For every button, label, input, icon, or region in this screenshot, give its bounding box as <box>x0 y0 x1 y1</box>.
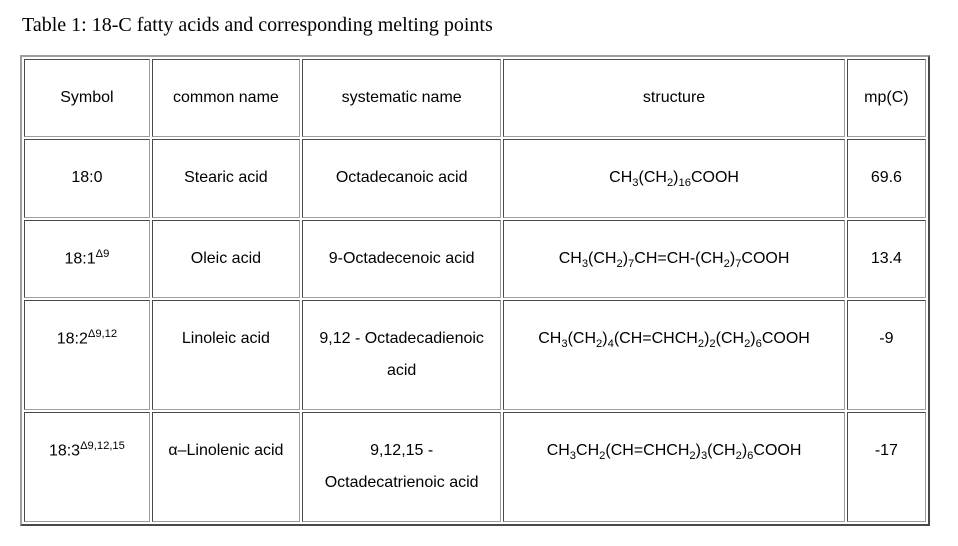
cell-mp: 69.6 <box>847 139 926 218</box>
table-row: 18:2Δ9,12 Linoleic acid 9,12 - Octadecad… <box>24 300 926 410</box>
table-row: 18:0 Stearic acid Octadecanoic acid CH3(… <box>24 139 926 218</box>
table-row: 18:1Δ9 Oleic acid 9-Octadecenoic acid CH… <box>24 220 926 299</box>
col-header-mp: mp(C) <box>847 59 926 137</box>
cell-common: Oleic acid <box>152 220 300 299</box>
table-header-row: Symbol common name systematic name struc… <box>24 59 926 137</box>
page: Table 1: 18-C fatty acids and correspond… <box>0 0 958 546</box>
cell-structure: CH3(CH2)4(CH=CHCH2)2(CH2)6COOH <box>503 300 844 410</box>
table-row: 18:3Δ9,12,15 α–Linolenic acid 9,12,15 - … <box>24 412 926 522</box>
cell-structure: CH3(CH2)7CH=CH-(CH2)7COOH <box>503 220 844 299</box>
cell-symbol: 18:2Δ9,12 <box>24 300 150 410</box>
col-header-symbol: Symbol <box>24 59 150 137</box>
cell-structure: CH3(CH2)16COOH <box>503 139 844 218</box>
col-header-common: common name <box>152 59 300 137</box>
cell-systematic: 9,12 - Octadecadienoic acid <box>302 300 501 410</box>
cell-common: α–Linolenic acid <box>152 412 300 522</box>
cell-systematic: Octadecanoic acid <box>302 139 501 218</box>
cell-systematic: 9,12,15 - Octadecatrienoic acid <box>302 412 501 522</box>
cell-mp: -9 <box>847 300 926 410</box>
cell-common: Stearic acid <box>152 139 300 218</box>
cell-symbol: 18:3Δ9,12,15 <box>24 412 150 522</box>
cell-symbol: 18:1Δ9 <box>24 220 150 299</box>
table-caption: Table 1: 18-C fatty acids and correspond… <box>22 14 938 37</box>
col-header-systematic: systematic name <box>302 59 501 137</box>
cell-symbol: 18:0 <box>24 139 150 218</box>
cell-structure: CH3CH2(CH=CHCH2)3(CH2)6COOH <box>503 412 844 522</box>
cell-systematic: 9-Octadecenoic acid <box>302 220 501 299</box>
fatty-acid-table: Symbol common name systematic name struc… <box>20 55 930 526</box>
cell-mp: -17 <box>847 412 926 522</box>
col-header-structure: structure <box>503 59 844 137</box>
cell-common: Linoleic acid <box>152 300 300 410</box>
cell-mp: 13.4 <box>847 220 926 299</box>
